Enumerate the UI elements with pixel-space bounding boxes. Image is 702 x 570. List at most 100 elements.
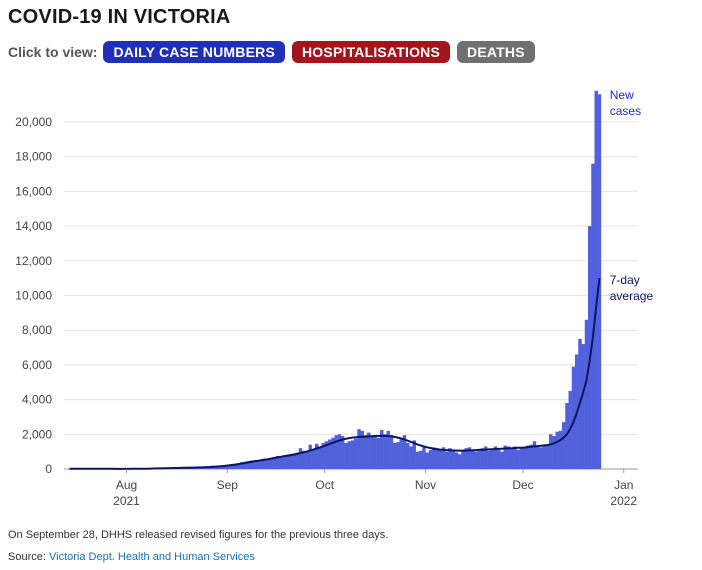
case-bar bbox=[259, 459, 264, 469]
case-bar bbox=[393, 442, 397, 469]
case-bar bbox=[217, 466, 221, 469]
case-bar bbox=[471, 449, 475, 469]
case-bar bbox=[588, 226, 592, 469]
y-tick-label: 8,000 bbox=[22, 323, 52, 337]
case-bar bbox=[503, 445, 507, 469]
case-bar bbox=[562, 422, 566, 469]
case-bar bbox=[406, 442, 410, 469]
case-bar bbox=[412, 440, 416, 469]
case-bar bbox=[516, 449, 520, 469]
y-tick-label: 6,000 bbox=[22, 358, 52, 372]
case-bar bbox=[292, 453, 296, 469]
case-bar bbox=[243, 461, 247, 469]
case-bar bbox=[337, 434, 342, 469]
case-bar bbox=[263, 458, 267, 469]
footnote: On September 28, DHHS released revised f… bbox=[8, 529, 389, 541]
case-bar bbox=[523, 447, 527, 469]
case-bar bbox=[328, 439, 332, 469]
deaths-button[interactable]: DEATHS bbox=[457, 41, 535, 63]
case-bar bbox=[240, 462, 244, 469]
x-tick-label: Nov bbox=[415, 478, 436, 492]
hospitalisations-button[interactable]: HOSPITALISATIONS bbox=[292, 41, 451, 63]
case-bar bbox=[360, 430, 364, 469]
case-bar bbox=[347, 441, 351, 469]
case-bar bbox=[334, 435, 338, 469]
case-bar bbox=[581, 344, 585, 469]
case-bar bbox=[545, 444, 550, 469]
x-tick-year-label: 2022 bbox=[610, 494, 637, 508]
new-cases-annotation: cases bbox=[610, 104, 641, 118]
case-bar bbox=[497, 449, 501, 469]
case-bar bbox=[571, 366, 576, 469]
case-bar bbox=[324, 441, 329, 469]
case-bar bbox=[211, 466, 215, 469]
case-bar bbox=[549, 434, 553, 469]
case-bar bbox=[477, 450, 481, 469]
case-bar bbox=[237, 462, 241, 469]
y-tick-label: 0 bbox=[45, 462, 52, 476]
case-bar bbox=[269, 457, 273, 469]
source-line: Source: Victoria Dept. Health and Human … bbox=[8, 551, 255, 563]
case-bar bbox=[315, 443, 319, 469]
y-tick-label: 12,000 bbox=[15, 254, 52, 268]
x-tick-label: Oct bbox=[315, 478, 334, 492]
case-bar bbox=[490, 449, 494, 469]
case-bar bbox=[409, 446, 413, 469]
case-bar bbox=[266, 458, 270, 469]
case-bar bbox=[402, 435, 407, 469]
case-bar bbox=[458, 454, 462, 469]
case-bar bbox=[354, 438, 358, 469]
case-bar bbox=[250, 460, 254, 469]
case-bar bbox=[425, 452, 429, 469]
case-bar bbox=[363, 435, 368, 469]
case-bar bbox=[399, 439, 403, 469]
case-bar bbox=[282, 455, 286, 469]
case-bar bbox=[464, 448, 468, 469]
case-bar bbox=[357, 429, 361, 469]
case-bar bbox=[318, 446, 322, 469]
view-label: Click to view: bbox=[8, 44, 98, 60]
case-bar bbox=[445, 451, 449, 469]
y-tick-label: 20,000 bbox=[15, 115, 52, 129]
case-bar bbox=[506, 446, 511, 469]
case-bar bbox=[513, 446, 517, 469]
case-bar bbox=[510, 448, 514, 469]
daily-case-numbers-button[interactable]: DAILY CASE NUMBERS bbox=[103, 41, 285, 63]
case-bar bbox=[565, 403, 569, 469]
case-bar bbox=[454, 452, 459, 469]
case-bar bbox=[373, 436, 377, 469]
case-bar bbox=[305, 451, 309, 469]
case-bar bbox=[224, 465, 228, 469]
source-label: Source: bbox=[8, 551, 46, 563]
case-bar bbox=[298, 448, 303, 469]
y-tick-label: 14,000 bbox=[15, 219, 52, 233]
case-bar bbox=[295, 452, 299, 469]
case-bar bbox=[428, 449, 433, 469]
case-bar bbox=[448, 448, 452, 469]
case-bar bbox=[227, 464, 231, 469]
case-bar bbox=[380, 429, 384, 469]
case-bar bbox=[441, 447, 446, 469]
case-bar bbox=[584, 319, 589, 469]
case-bar bbox=[480, 448, 485, 469]
case-bar bbox=[285, 454, 290, 469]
chart-view-controls: Click to view: DAILY CASE NUMBERS HOSPIT… bbox=[8, 41, 542, 63]
case-bar bbox=[256, 459, 260, 469]
case-bar bbox=[308, 444, 312, 469]
case-bar bbox=[279, 455, 283, 469]
case-bar bbox=[555, 431, 559, 469]
case-bar bbox=[344, 442, 348, 469]
case-bar bbox=[370, 436, 374, 469]
case-bar bbox=[484, 446, 488, 469]
source-link[interactable]: Victoria Dept. Health and Human Services bbox=[48, 551, 255, 563]
case-bar bbox=[272, 456, 277, 469]
case-bar bbox=[415, 451, 420, 469]
case-bar bbox=[529, 444, 533, 469]
case-bar bbox=[389, 435, 394, 469]
case-bar bbox=[526, 445, 530, 469]
case-bar bbox=[253, 460, 257, 469]
case-bar bbox=[519, 448, 524, 469]
case-bar bbox=[487, 450, 491, 469]
case-bar bbox=[311, 449, 316, 469]
case-bar bbox=[422, 446, 426, 469]
